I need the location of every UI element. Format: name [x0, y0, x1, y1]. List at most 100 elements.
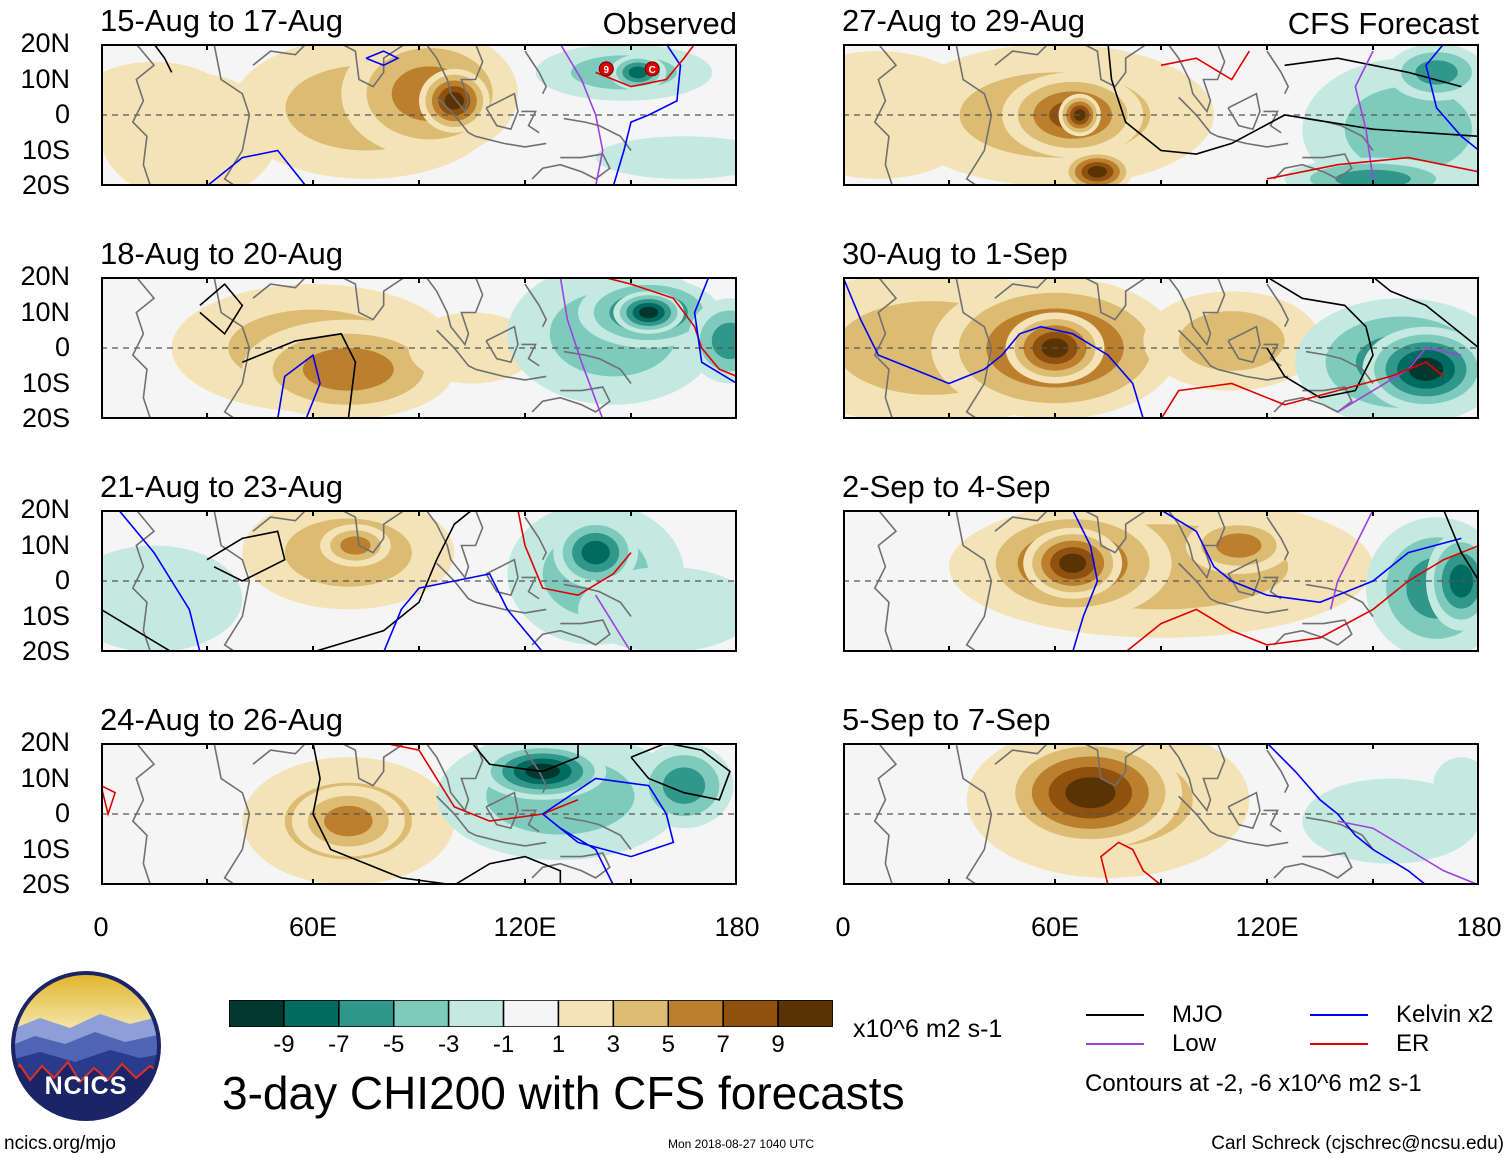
map-panel	[843, 510, 1479, 652]
colorbar-label: -9	[273, 1031, 295, 1058]
coastline	[1266, 749, 1290, 794]
coastline	[563, 816, 632, 850]
coastline	[1085, 512, 1146, 554]
coastline	[1273, 153, 1353, 180]
coastline	[1168, 512, 1226, 580]
legend-swatch	[1086, 1014, 1144, 1016]
wave-contour	[316, 512, 471, 650]
x-tick-label: 60E	[1030, 912, 1080, 942]
y-tick-label: 20N	[20, 727, 70, 757]
panel-title: 30-Aug to 1-Sep	[842, 236, 1068, 271]
chi200-anomaly	[1059, 553, 1087, 573]
coastline	[343, 46, 404, 88]
footer-url[interactable]: ncics.org/mjo	[4, 1133, 116, 1154]
coastline	[1227, 92, 1261, 131]
coastline	[426, 279, 484, 347]
y-tick-label: 20N	[20, 28, 70, 58]
x-tick-label: 120E	[493, 912, 557, 942]
panel-title: 24-Aug to 26-Aug	[100, 702, 344, 737]
colorbar-units: x10^6 m2 s-1	[853, 1015, 1003, 1043]
coastline	[131, 512, 156, 650]
colorbar-label: 3	[606, 1031, 621, 1058]
y-tick-label: 10N	[20, 529, 70, 560]
chi200-anomaly	[1344, 86, 1472, 172]
logo-text: NCICS	[44, 1072, 128, 1100]
coastline	[252, 512, 306, 532]
panel-title: 21-Aug to 23-Aug	[100, 469, 344, 504]
coastline	[426, 46, 484, 114]
colorbar-swatch	[392, 1000, 450, 1027]
panel-title: 18-Aug to 20-Aug	[100, 236, 344, 271]
coastline	[521, 809, 540, 833]
y-tick-label: 10S	[21, 600, 70, 631]
wave-contour	[365, 50, 400, 67]
coastline	[524, 50, 548, 95]
x-tick-label: 60E	[288, 912, 338, 942]
coastline	[1305, 583, 1374, 617]
wave-contour	[1162, 512, 1462, 604]
coastline	[475, 368, 547, 381]
wave-contour	[312, 745, 446, 883]
ncics-logo: NCICS	[10, 970, 162, 1122]
coastline	[485, 558, 519, 597]
wave-contour	[630, 745, 731, 801]
colorbar-swatch	[338, 1000, 395, 1027]
coastline	[994, 512, 1048, 532]
coastline	[1085, 745, 1146, 787]
coastline	[994, 279, 1048, 299]
wave-contour	[595, 46, 695, 88]
chi200-anomaly	[581, 540, 610, 565]
coastline	[955, 512, 993, 650]
coastline	[521, 343, 540, 367]
coastline	[475, 601, 547, 614]
wave-contour	[472, 745, 579, 773]
map-panel	[101, 510, 737, 652]
y-tick-label: 20N	[20, 261, 70, 291]
coastline	[1263, 809, 1282, 833]
wave-contour	[119, 512, 201, 650]
wave-contour	[456, 855, 562, 883]
coastline	[1217, 368, 1289, 381]
y-tick-label: 10S	[21, 134, 70, 165]
cyclone-symbol: 9	[598, 61, 614, 77]
x-tick-label: 0	[835, 912, 851, 942]
coastline	[563, 583, 632, 617]
chi200-anomaly	[595, 136, 735, 179]
chi200-anomaly	[302, 348, 394, 391]
coastline	[873, 745, 898, 883]
colorbar-label: -1	[492, 1031, 515, 1058]
coastline	[1217, 601, 1289, 614]
coastline	[213, 745, 251, 883]
panel-title: 5-Sep to 7-Sep	[842, 702, 1051, 737]
coastline	[873, 279, 898, 417]
colorbar-label: 5	[661, 1031, 675, 1058]
x-tick-label: 180	[714, 912, 760, 942]
colorbar-label: 1	[551, 1031, 566, 1058]
wave-contour	[389, 745, 579, 822]
coastline	[1305, 816, 1374, 850]
map-panel	[843, 743, 1479, 885]
wave-contour	[607, 279, 735, 377]
wave-contour	[1374, 279, 1477, 348]
wave-contour	[517, 512, 632, 597]
y-tick-label: 0	[54, 798, 70, 828]
legend-label: MJO	[1172, 1001, 1223, 1028]
wave-contour	[383, 572, 543, 650]
coastline	[1178, 329, 1218, 371]
coastline	[1085, 279, 1146, 321]
coastline	[1085, 46, 1146, 88]
colorbar-label: -3	[437, 1031, 460, 1058]
wave-contour	[208, 149, 306, 184]
coastline	[563, 117, 632, 151]
cyclone-symbol: C	[644, 61, 660, 77]
coastline	[485, 325, 519, 364]
y-tick-label: 20S	[21, 170, 70, 200]
chi200-anomaly	[1433, 757, 1477, 814]
y-tick-label: 10S	[21, 833, 70, 864]
colorbar	[229, 1000, 833, 1027]
y-tick-label: 20S	[21, 869, 70, 899]
panel-title: 2-Sep to 4-Sep	[842, 469, 1051, 504]
coastline	[1266, 516, 1290, 561]
coastline	[252, 279, 306, 299]
